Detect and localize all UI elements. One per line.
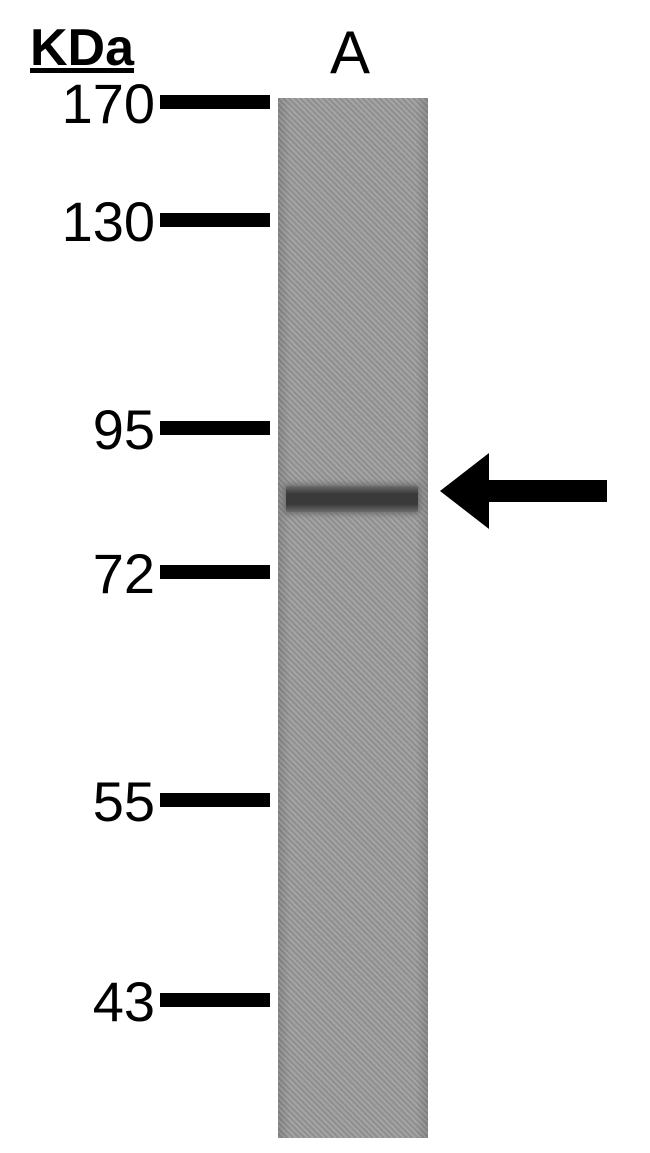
arrow-shaft: [487, 480, 607, 502]
marker-label-55: 55: [93, 769, 155, 834]
kda-unit-header: KDa: [30, 18, 134, 78]
blot-lane-a: [278, 98, 428, 1138]
lane-a-label: A: [330, 18, 370, 87]
western-blot-figure: KDa A 170 130 95 72 55 43: [0, 0, 650, 1153]
marker-tick-55: [160, 793, 270, 807]
marker-label-130: 130: [62, 189, 155, 254]
blot-background: [278, 98, 428, 1138]
marker-tick-72: [160, 565, 270, 579]
marker-label-72: 72: [93, 541, 155, 606]
marker-label-43: 43: [93, 969, 155, 1034]
marker-tick-130: [160, 213, 270, 227]
protein-band: [286, 486, 418, 512]
arrow-head-icon: [440, 453, 489, 529]
marker-label-170: 170: [62, 71, 155, 136]
marker-tick-170: [160, 95, 270, 109]
marker-label-95: 95: [93, 397, 155, 462]
marker-tick-43: [160, 993, 270, 1007]
marker-tick-95: [160, 421, 270, 435]
